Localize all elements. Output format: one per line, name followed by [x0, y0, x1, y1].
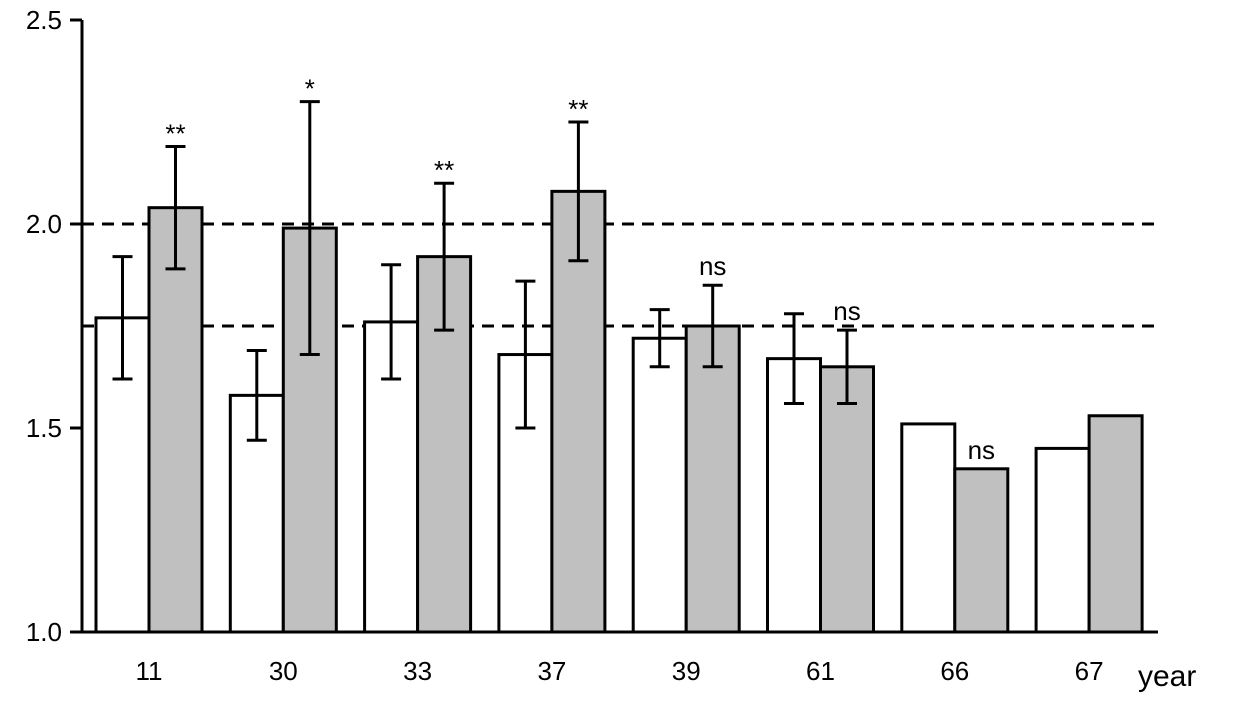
bar-66-series-2: [953, 467, 1010, 634]
significance-label: ns: [699, 251, 726, 281]
significance-label: **: [568, 94, 588, 124]
y-tick-label: 1.5: [26, 413, 62, 443]
bar-39-series-2: [684, 324, 741, 634]
x-tick-label: 37: [537, 656, 566, 686]
y-tick-label: 2.5: [26, 5, 62, 35]
significance-label: *: [305, 74, 315, 104]
bar-67-series-2: [1087, 414, 1144, 634]
bar-39-series-1: [631, 336, 688, 634]
significance-label: ns: [833, 296, 860, 326]
x-tick-label: 67: [1075, 656, 1104, 686]
significance-label: ns: [968, 435, 995, 465]
y-tick-label: 1.0: [26, 617, 62, 647]
x-axis-tick-labels: 11 30 33 37 39 61 66 67: [136, 656, 1104, 686]
error-bars: [112, 100, 857, 442]
bar-67-series-1: [1034, 446, 1091, 634]
x-tick-label: 66: [940, 656, 969, 686]
significance-label: **: [434, 155, 454, 185]
x-axis-label: year: [1138, 660, 1196, 693]
y-axis-ticks: 1.0 1.5 2.0 2.5: [26, 5, 82, 647]
x-tick-label: 39: [672, 656, 701, 686]
significance-label: **: [165, 118, 185, 148]
bars: [94, 189, 1144, 634]
bar-66-series-1: [900, 422, 957, 634]
reference-lines: [82, 222, 1158, 328]
bar-61-series-2: [819, 365, 875, 634]
x-tick-label: 11: [136, 656, 163, 686]
x-tick-label: 61: [806, 656, 835, 686]
x-tick-label: 33: [403, 656, 432, 686]
x-tick-label: 30: [269, 656, 298, 686]
bar-11-series-2: [147, 206, 204, 634]
y-tick-label: 2.0: [26, 209, 62, 239]
